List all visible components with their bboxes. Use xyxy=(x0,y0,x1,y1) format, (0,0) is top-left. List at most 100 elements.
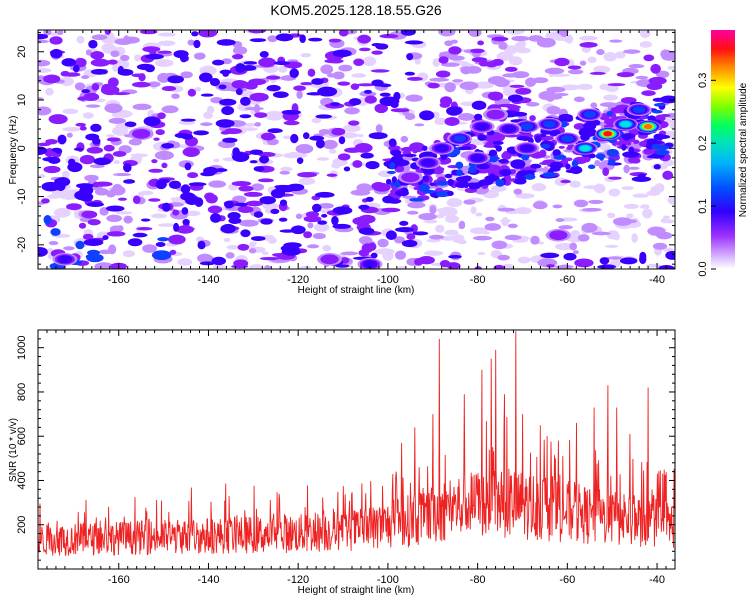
spectral-blob xyxy=(446,262,461,269)
spectral-blob xyxy=(257,178,274,183)
spectral-blob xyxy=(623,164,630,174)
spectral-blob xyxy=(161,86,177,92)
spectral-blob xyxy=(107,59,118,65)
spectral-blob xyxy=(303,215,322,223)
spectral-blob xyxy=(98,249,113,255)
spectral-peak xyxy=(423,159,434,166)
spectral-blob xyxy=(143,116,161,127)
spectral-blob xyxy=(487,75,507,85)
spectral-blob xyxy=(90,58,110,67)
spectral-blob xyxy=(181,207,189,215)
spectral-blob xyxy=(530,163,542,169)
spectral-blob xyxy=(342,124,361,133)
spectral-blob xyxy=(283,135,291,140)
spectral-blob xyxy=(50,228,61,236)
spectral-blob xyxy=(569,242,578,251)
spectral-blob xyxy=(590,102,598,109)
spectral-blob xyxy=(147,81,161,88)
y-tick-label: 10 xyxy=(16,94,28,106)
spectral-blob xyxy=(250,236,266,241)
spectral-blob xyxy=(388,138,397,148)
colorbar-ticks: 0.0 0.1 0.2 0.3 xyxy=(697,73,716,277)
spectral-blob xyxy=(381,207,401,213)
spectral-blob xyxy=(615,140,629,147)
spectral-blob xyxy=(198,30,218,38)
spectral-blob xyxy=(169,249,177,255)
spectral-blob xyxy=(497,254,510,261)
spectral-blob xyxy=(187,172,199,179)
spectral-blob xyxy=(478,179,494,186)
spectral-blob xyxy=(155,59,174,68)
spectral-blob xyxy=(296,153,308,158)
spectral-blob xyxy=(492,140,504,146)
spectral-blob xyxy=(667,65,675,70)
spectral-blob xyxy=(237,243,250,251)
spectral-blob xyxy=(86,146,104,154)
spectral-blob xyxy=(603,124,614,129)
spectral-blob xyxy=(248,248,257,254)
spectral-blob xyxy=(219,98,237,106)
spectral-blob xyxy=(212,59,225,66)
spectral-blob xyxy=(635,75,649,80)
spectral-blob xyxy=(515,47,531,54)
spectral-blob xyxy=(444,40,454,47)
spectral-blob xyxy=(475,212,483,217)
spectral-blob xyxy=(38,106,52,116)
spectral-blob xyxy=(48,241,59,246)
spectral-blob xyxy=(93,157,112,166)
spectral-blob xyxy=(184,210,201,217)
spectral-blob xyxy=(507,223,518,229)
spectral-blob xyxy=(343,166,351,172)
spectral-blob xyxy=(573,96,585,103)
spectral-blob xyxy=(295,144,314,154)
spectral-blob xyxy=(447,178,454,187)
spectral-blob xyxy=(628,146,635,153)
spectral-blob xyxy=(231,180,252,187)
spectral-blob xyxy=(485,61,498,68)
spectral-blob xyxy=(497,207,516,212)
spectral-blob xyxy=(254,112,268,118)
spectral-blob xyxy=(546,105,561,115)
spectral-blob xyxy=(131,73,145,78)
spectral-blob xyxy=(172,209,180,216)
spectral-blob xyxy=(642,208,653,219)
spectral-blob xyxy=(227,212,241,220)
spectral-blob xyxy=(516,136,531,141)
spectral-blob xyxy=(177,258,193,266)
spectral-blob xyxy=(546,264,555,268)
spectral-blob xyxy=(665,219,675,224)
spectral-blob xyxy=(264,110,285,121)
spectral-blob xyxy=(395,189,409,197)
spectral-blob xyxy=(275,184,296,193)
spectral-blob xyxy=(470,206,477,215)
spectral-blob xyxy=(193,130,209,136)
spectral-blob xyxy=(261,251,269,255)
spectral-blob xyxy=(605,244,619,248)
spectral-blob xyxy=(371,50,383,55)
spectral-blob xyxy=(429,205,437,215)
spectral-blob xyxy=(328,38,342,43)
spectral-blob xyxy=(538,59,547,68)
spectral-blob xyxy=(170,197,178,202)
spectral-blob xyxy=(444,116,460,126)
spectral-blob xyxy=(357,83,376,87)
spectral-blob xyxy=(561,158,569,165)
spectral-blob xyxy=(82,112,94,119)
spectral-blob xyxy=(142,46,161,53)
spectral-blob xyxy=(438,30,456,37)
spectral-blob xyxy=(157,32,176,37)
spectral-blob xyxy=(299,265,312,269)
spectral-blob xyxy=(224,128,243,135)
spectral-blob xyxy=(57,134,67,145)
spectral-blob xyxy=(322,244,332,252)
spectral-blob xyxy=(653,164,661,170)
spectral-blob xyxy=(226,245,239,250)
spectral-blob xyxy=(49,36,63,45)
spectral-blob xyxy=(365,187,372,191)
spectral-blob xyxy=(81,75,90,80)
spectral-blob xyxy=(532,77,549,84)
spectral-blob xyxy=(357,34,371,44)
spectral-blob xyxy=(187,88,197,97)
spectral-blob xyxy=(132,47,140,53)
spectral-blob xyxy=(123,215,133,224)
